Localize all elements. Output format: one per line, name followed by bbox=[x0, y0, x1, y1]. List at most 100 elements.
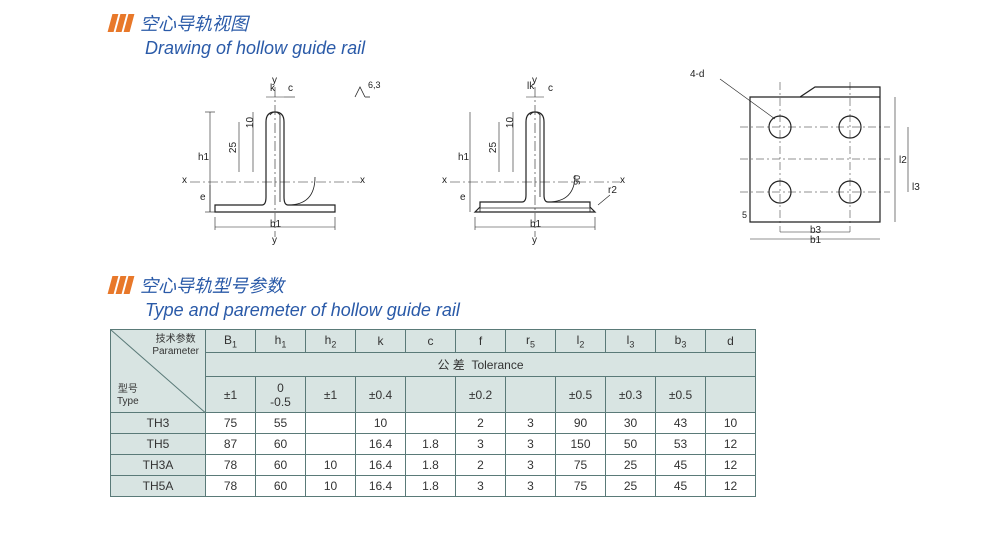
value-cell: 53 bbox=[656, 434, 706, 455]
value-cell: 10 bbox=[306, 455, 356, 476]
label-y-bot: y bbox=[272, 235, 277, 246]
value-cell: 45 bbox=[656, 476, 706, 497]
value-cell: 55 bbox=[256, 413, 306, 434]
tolerance-cell: ±0.5 bbox=[556, 377, 606, 413]
value-cell: 75 bbox=[556, 476, 606, 497]
label-b-yb: y bbox=[532, 235, 537, 246]
slash-icon-2 bbox=[110, 276, 132, 294]
label-b-lk: lk bbox=[527, 81, 534, 92]
value-cell: 150 bbox=[556, 434, 606, 455]
value-cell: 16.4 bbox=[356, 476, 406, 497]
section1-header: 空心导轨视图 bbox=[110, 10, 1000, 36]
label-k: k bbox=[270, 83, 275, 94]
value-cell: 12 bbox=[706, 476, 756, 497]
diagram-row: y k c h1 x x e b1 y 10 25 6,3 bbox=[160, 67, 1000, 257]
col-header: r5 bbox=[506, 330, 556, 353]
label-10: 10 bbox=[245, 117, 256, 128]
tolerance-cell: ±0.2 bbox=[456, 377, 506, 413]
col-header: b3 bbox=[656, 330, 706, 353]
value-cell: 75 bbox=[206, 413, 256, 434]
col-header: l3 bbox=[606, 330, 656, 353]
value-cell: 12 bbox=[706, 455, 756, 476]
tolerance-cell bbox=[506, 377, 556, 413]
label-roughness: 6,3 bbox=[368, 80, 381, 90]
tolerance-cell: ±0.3 bbox=[606, 377, 656, 413]
label-x-right: x bbox=[360, 175, 365, 186]
label-b1: b1 bbox=[270, 219, 281, 230]
value-cell: 16.4 bbox=[356, 434, 406, 455]
label-b1r: b1 bbox=[810, 235, 821, 246]
col-header: l2 bbox=[556, 330, 606, 353]
value-cell: 2 bbox=[456, 413, 506, 434]
table-row: TH37555102390304310 bbox=[111, 413, 756, 434]
table-row: TH5A78601016.41.83375254512 bbox=[111, 476, 756, 497]
value-cell: 60 bbox=[256, 455, 306, 476]
value-cell: 3 bbox=[506, 434, 556, 455]
tolerance-cell: 0 -0.5 bbox=[256, 377, 306, 413]
value-cell: 50 bbox=[606, 434, 656, 455]
diagram-c: 4-d l2 l3 b3 b1 5 bbox=[680, 67, 940, 247]
value-cell: 90 bbox=[556, 413, 606, 434]
value-cell: 78 bbox=[206, 476, 256, 497]
diagram-a: y k c h1 x x e b1 y 10 25 6,3 bbox=[160, 67, 390, 247]
value-cell: 10 bbox=[356, 413, 406, 434]
table-row: TH5876016.41.833150505312 bbox=[111, 434, 756, 455]
value-cell: 30 bbox=[606, 413, 656, 434]
label-e: e bbox=[200, 192, 206, 203]
value-cell: 10 bbox=[706, 413, 756, 434]
value-cell: 87 bbox=[206, 434, 256, 455]
value-cell: 45 bbox=[656, 455, 706, 476]
value-cell: 43 bbox=[656, 413, 706, 434]
value-cell: 25 bbox=[606, 455, 656, 476]
tolerance-cell: ±0.5 bbox=[656, 377, 706, 413]
type-cell: TH5 bbox=[111, 434, 206, 455]
label-l2: l2 bbox=[899, 155, 907, 166]
diagram-b: y lk c h1 x x e b1 y 10 25 r2 90 bbox=[420, 67, 650, 247]
section2-title-cn: 空心导轨型号参数 bbox=[140, 272, 284, 298]
label-b-xr: x bbox=[620, 175, 625, 186]
corner-type: 型号Type bbox=[117, 384, 139, 408]
value-cell: 60 bbox=[256, 476, 306, 497]
value-cell: 25 bbox=[606, 476, 656, 497]
value-cell: 10 bbox=[306, 476, 356, 497]
slash-icon bbox=[110, 14, 132, 32]
value-cell: 12 bbox=[706, 434, 756, 455]
label-b-b1: b1 bbox=[530, 219, 541, 230]
label-b-10: 10 bbox=[505, 117, 516, 128]
parameter-table: 技术参数Parameter型号TypeB1h1h2kcfr5l2l3b3d公 差… bbox=[110, 329, 756, 497]
section1-title-cn: 空心导轨视图 bbox=[140, 10, 248, 36]
label-5: 5 bbox=[742, 210, 747, 220]
value-cell: 3 bbox=[506, 455, 556, 476]
label-4d: 4-d bbox=[690, 69, 704, 80]
label-25: 25 bbox=[228, 142, 239, 153]
value-cell bbox=[406, 413, 456, 434]
value-cell bbox=[306, 434, 356, 455]
tolerance-cell bbox=[406, 377, 456, 413]
label-b-e: e bbox=[460, 192, 466, 203]
value-cell: 1.8 bbox=[406, 455, 456, 476]
col-header: d bbox=[706, 330, 756, 353]
label-h1: h1 bbox=[198, 152, 209, 163]
label-c: c bbox=[288, 83, 293, 94]
value-cell: 3 bbox=[506, 413, 556, 434]
table-corner: 技术参数Parameter型号Type bbox=[111, 330, 206, 413]
label-b-xl: x bbox=[442, 175, 447, 186]
value-cell: 2 bbox=[456, 455, 506, 476]
type-cell: TH3 bbox=[111, 413, 206, 434]
label-b-c: c bbox=[548, 83, 553, 94]
col-header: B1 bbox=[206, 330, 256, 353]
value-cell: 1.8 bbox=[406, 434, 456, 455]
label-b-25: 25 bbox=[488, 142, 499, 153]
col-header: k bbox=[356, 330, 406, 353]
section2-header: 空心导轨型号参数 bbox=[110, 272, 1000, 298]
tolerance-cell: ±1 bbox=[306, 377, 356, 413]
value-cell: 16.4 bbox=[356, 455, 406, 476]
col-header: c bbox=[406, 330, 456, 353]
value-cell bbox=[306, 413, 356, 434]
tolerance-cell: ±0.4 bbox=[356, 377, 406, 413]
label-b-r2: r2 bbox=[608, 185, 617, 196]
tolerance-cell: ±1 bbox=[206, 377, 256, 413]
value-cell: 3 bbox=[456, 434, 506, 455]
label-b-h1: h1 bbox=[458, 152, 469, 163]
label-x-left: x bbox=[182, 175, 187, 186]
